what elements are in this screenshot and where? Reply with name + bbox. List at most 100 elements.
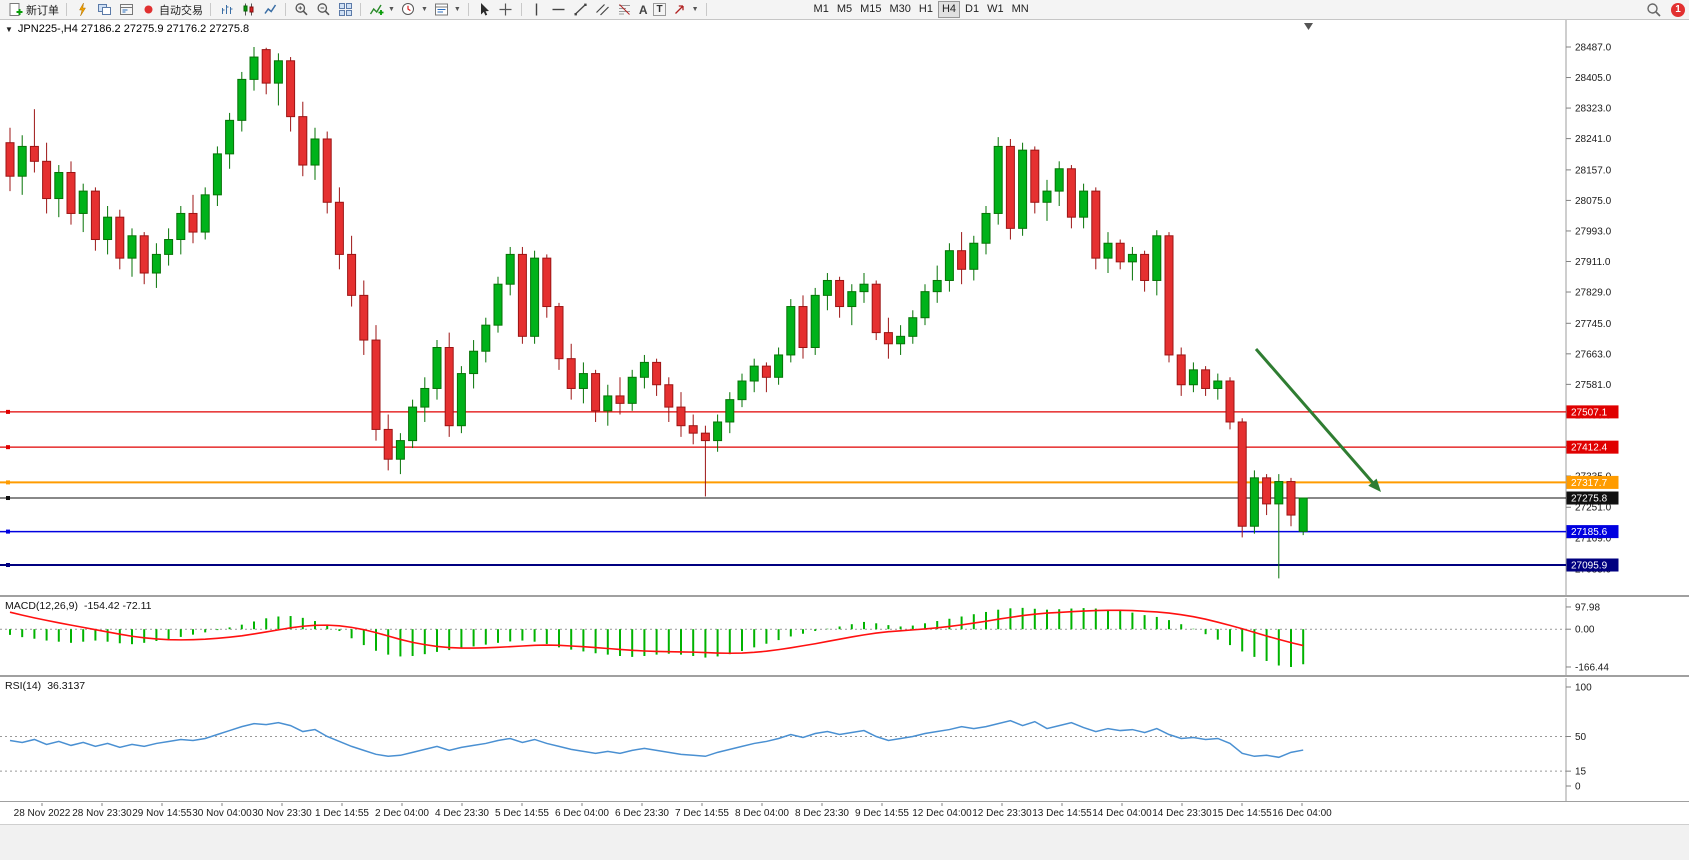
chart-windows-button[interactable]: [93, 1, 115, 18]
panel-divider-rsi[interactable]: [0, 675, 1689, 678]
arrows-button[interactable]: ▼: [669, 1, 702, 18]
text-icon: A: [638, 2, 648, 17]
svg-text:27507.1: 27507.1: [1571, 407, 1608, 418]
svg-text:27745.0: 27745.0: [1575, 319, 1612, 330]
zoom-out-icon: [315, 2, 331, 17]
toolbar-right-group: 1: [1643, 1, 1685, 18]
svg-text:27251.0: 27251.0: [1575, 503, 1612, 514]
toolbar-separator: [520, 3, 522, 16]
timeframe-button-w1[interactable]: W1: [984, 1, 1007, 18]
tile-windows-button[interactable]: [334, 1, 356, 18]
svg-text:27317.7: 27317.7: [1571, 478, 1608, 489]
svg-text:29 Nov 14:55: 29 Nov 14:55: [132, 808, 192, 819]
text-label-button[interactable]: T: [650, 1, 668, 18]
svg-text:12 Dec 04:00: 12 Dec 04:00: [912, 808, 972, 819]
svg-text:100: 100: [1575, 683, 1592, 694]
chart-menu-icon[interactable]: ▼: [5, 24, 13, 34]
terminal-icon: [118, 2, 134, 17]
new-order-icon: [7, 2, 23, 17]
svg-text:27185.6: 27185.6: [1571, 527, 1608, 538]
price-axis[interactable]: [1567, 20, 1689, 804]
svg-text:9 Dec 14:55: 9 Dec 14:55: [855, 808, 909, 819]
rsi-name: RSI(14): [5, 680, 42, 692]
auto-trading-label: 自动交易: [159, 4, 203, 17]
timeframe-button-m15[interactable]: M15: [857, 1, 884, 18]
trendline-button[interactable]: [570, 1, 592, 18]
svg-text:27663.0: 27663.0: [1575, 349, 1612, 360]
expert-advisors-button[interactable]: [71, 1, 93, 18]
templates-button[interactable]: ▼: [431, 1, 464, 18]
crosshair-icon: [498, 2, 514, 17]
trendline-icon: [573, 2, 589, 17]
equidistant-channel-button[interactable]: [592, 1, 614, 18]
svg-text:27169.0: 27169.0: [1575, 533, 1612, 544]
svg-text:28 Nov 2022: 28 Nov 2022: [14, 808, 71, 819]
timeframe-button-h1[interactable]: H1: [916, 1, 936, 18]
time-axis[interactable]: [0, 803, 1566, 823]
macd-name: MACD(12,26,9): [5, 600, 78, 612]
line-chart-button[interactable]: [259, 1, 281, 18]
fibonacci-button[interactable]: [614, 1, 636, 18]
indicators-icon: [368, 2, 384, 17]
dropdown-caret: ▼: [388, 6, 395, 13]
chart-title-text: JPN225-,H4 27186.2 27275.9 27176.2 27275…: [17, 23, 250, 35]
cursor-icon: [476, 2, 492, 17]
timeframe-toolbar: M1 M5 M15 M30 H1 H4 D1 W1 MN: [811, 1, 1032, 18]
rsi-value: 36.3137: [47, 680, 86, 692]
toolbar-separator: [285, 3, 286, 16]
search-button[interactable]: [1643, 1, 1665, 18]
indicators-button[interactable]: ▼: [365, 1, 398, 18]
svg-text:15: 15: [1575, 767, 1587, 778]
svg-text:27829.0: 27829.0: [1575, 288, 1612, 299]
notification-badge[interactable]: 1: [1671, 2, 1685, 17]
line-chart-icon: [262, 2, 278, 17]
svg-text:4 Dec 23:30: 4 Dec 23:30: [435, 808, 489, 819]
timeframe-button-m1[interactable]: M1: [811, 1, 832, 18]
new-order-button[interactable]: 新订单: [4, 1, 62, 18]
cursor-button[interactable]: [473, 1, 495, 18]
fibonacci-icon: [617, 2, 633, 17]
new-order-label: 新订单: [26, 4, 59, 17]
toolbar-separator: [210, 3, 211, 16]
svg-text:0: 0: [1575, 782, 1581, 793]
horizontal-line-button[interactable]: [548, 1, 570, 18]
clock-icon: [401, 2, 417, 17]
candlestick-icon: [240, 2, 256, 17]
svg-text:28405.0: 28405.0: [1575, 73, 1612, 84]
timeframe-button-mn[interactable]: MN: [1009, 1, 1032, 18]
svg-text:28487.0: 28487.0: [1575, 43, 1612, 54]
panel-divider-macd[interactable]: [0, 595, 1689, 598]
svg-text:27095.9: 27095.9: [1571, 561, 1608, 572]
template-icon: [434, 2, 450, 17]
toolbar-separator: [66, 3, 67, 16]
zoom-out-button[interactable]: [312, 1, 334, 18]
auto-trading-button[interactable]: 自动交易: [137, 1, 206, 18]
text-button[interactable]: A: [636, 1, 651, 18]
svg-text:8 Dec 04:00: 8 Dec 04:00: [735, 808, 789, 819]
terminal-button[interactable]: [115, 1, 137, 18]
svg-text:27993.0: 27993.0: [1575, 226, 1612, 237]
crosshair-button[interactable]: [495, 1, 517, 18]
vertical-line-button[interactable]: [526, 1, 548, 18]
candlestick-chart-button[interactable]: [237, 1, 259, 18]
zoom-in-button[interactable]: [290, 1, 312, 18]
timeframe-button-m5[interactable]: M5: [834, 1, 855, 18]
timeframe-button-m30[interactable]: M30: [887, 1, 914, 18]
text-label-icon: T: [653, 3, 666, 16]
periods-button[interactable]: ▼: [398, 1, 431, 18]
svg-text:30 Nov 04:00: 30 Nov 04:00: [192, 808, 252, 819]
toolbar-separator: [467, 3, 469, 16]
timeframe-button-d1[interactable]: D1: [962, 1, 982, 18]
svg-text:28241.0: 28241.0: [1575, 134, 1612, 145]
chart-borders: [1304, 20, 1567, 802]
dropdown-caret: ▼: [691, 6, 699, 13]
svg-text:16 Dec 04:00: 16 Dec 04:00: [1272, 808, 1332, 819]
svg-text:30 Nov 23:30: 30 Nov 23:30: [252, 808, 312, 819]
macd-values: -154.42 -72.11: [83, 600, 152, 612]
timeframe-button-h4[interactable]: H4: [937, 1, 961, 18]
windows-icon: [96, 2, 112, 17]
tile-windows-icon: [337, 2, 353, 17]
bar-chart-button[interactable]: [215, 1, 237, 18]
